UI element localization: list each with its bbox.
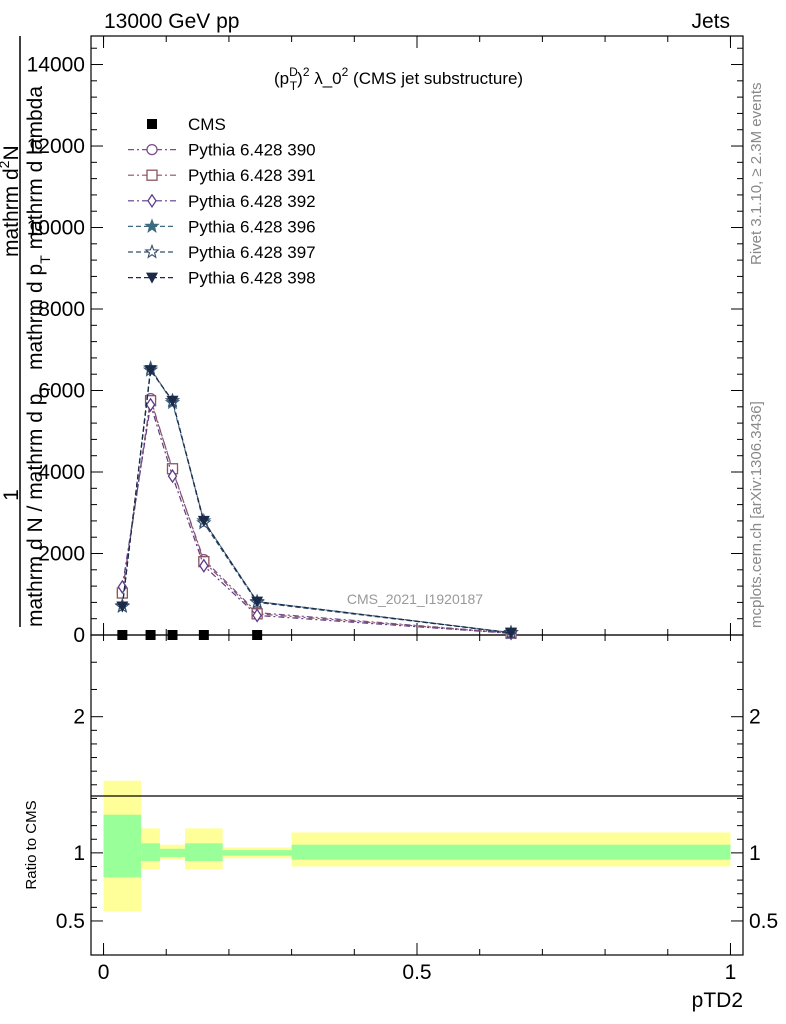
legend-marker-3 — [147, 193, 157, 208]
plot-title-sup-2b: 2 — [342, 65, 349, 79]
plot-title-rest: (CMS jet substructure) — [348, 69, 523, 88]
x-tick-label: 0 — [98, 961, 110, 984]
ratio-y-tick-label: 0.5 — [56, 910, 85, 933]
y-tick-label: 2000 — [38, 543, 85, 566]
legend-label-6: Pythia 6.428 398 — [188, 269, 316, 288]
y-label-numerator-dp: mathrm d p — [24, 264, 47, 370]
plot-title-sup-2: 2 — [303, 65, 310, 79]
y-tick-label: 6000 — [38, 380, 85, 403]
legend-label-2: Pythia 6.428 391 — [188, 166, 316, 185]
y-axis-label: 1 mathrm d N / mathrm d pT mathrm d2N ma… — [0, 36, 53, 627]
ratio-band-green-3 — [185, 843, 223, 862]
series-point-3 — [167, 468, 178, 484]
y-label-numerator-1: mathrm d2N — [0, 145, 23, 257]
y-tick-label: 4000 — [38, 461, 85, 484]
y-tick-label: 14000 — [27, 54, 85, 77]
cms-data-point — [117, 630, 128, 640]
series-point-6 — [144, 365, 157, 377]
side-label-bottom: mcplots.cern.ch [arXiv:1306.3436] — [748, 401, 765, 628]
header-right: Jets — [691, 10, 730, 33]
legend-marker-1 — [146, 143, 158, 156]
series-line-1 — [121, 398, 512, 634]
plot-title-p: (p — [274, 69, 289, 88]
ratio-y-tick-label-right: 1 — [749, 842, 761, 865]
y-label-denominator-sub: T — [37, 385, 53, 394]
ratio-band-green-1 — [141, 843, 160, 862]
y-label-numerator-sub: T — [37, 255, 53, 264]
ratio-y-tick-label: 1 — [73, 842, 85, 865]
series-point-3 — [252, 608, 262, 623]
legend-marker-2 — [146, 169, 158, 181]
x-tick-label: 1 — [725, 961, 737, 984]
axis-ticks: 0 2000 4000 6000 8000 10000 12000 14000 0 0.5 1 0.5… — [27, 36, 778, 984]
series-point-6 — [505, 627, 518, 639]
legend: CMS Pythia 6.428 390 Pythia 6.428 391 Pythi… — [128, 115, 316, 288]
ratio-y-axis-label: Ratio to CMS — [23, 800, 40, 889]
legend-label-5: Pythia 6.428 397 — [188, 243, 316, 262]
y-label-numerator-d: mathrm d — [0, 168, 23, 257]
y-tick-label: 10000 — [27, 217, 85, 240]
header-left: 13000 GeV pp — [104, 10, 239, 33]
y-label-numerator-lambda: mathrm d lambda — [24, 86, 47, 256]
y-tick-label: 8000 — [38, 298, 85, 321]
watermark: CMS_2021_I1920187 — [347, 591, 483, 607]
plot-title-close: ) — [297, 69, 303, 88]
y-label-one: 1 — [0, 489, 23, 501]
series-line-6 — [121, 368, 512, 634]
plot-title-sub-t: T — [290, 79, 298, 93]
ratio-band-green-0 — [103, 814, 142, 878]
x-axis-label: pTD2 — [692, 989, 743, 1012]
side-label-top: Rivet 3.1.10, ≥ 2.3M events — [748, 83, 765, 266]
y-label-numerator-sup: 2 — [0, 160, 12, 168]
ratio-y-tick-label-right: 0.5 — [749, 910, 778, 933]
y-label-denominator: mathrm d N / mathrm d pT — [24, 385, 53, 627]
series-point-6 — [251, 596, 264, 608]
ratio-y-tick-label-right: 2 — [749, 706, 761, 729]
ratio-band-green-4 — [222, 850, 292, 856]
series-group — [114, 359, 519, 641]
ratio-bands — [103, 780, 731, 912]
legend-label-1: Pythia 6.428 390 — [188, 141, 316, 160]
series-point-3 — [145, 397, 156, 412]
legend-marker-5 — [144, 243, 160, 259]
y-label-numerator-n: N — [0, 145, 23, 160]
y-tick-label: 12000 — [27, 135, 85, 158]
y-label-numerator-2: mathrm d pT mathrm d lambda — [24, 86, 53, 370]
legend-label-4: Pythia 6.428 396 — [188, 217, 316, 236]
legend-marker-4 — [144, 218, 160, 233]
series-point-3 — [199, 558, 209, 573]
plot-title-sup-d: D — [289, 65, 298, 79]
x-tick-label: 0.5 — [402, 961, 431, 984]
ratio-y-tick-label: 2 — [73, 706, 85, 729]
cms-data-point — [145, 630, 156, 640]
legend-marker-0 — [147, 119, 157, 129]
series-point-6 — [116, 601, 129, 613]
series-line-2 — [121, 400, 512, 634]
y-tick-label: 0 — [73, 624, 85, 647]
legend-label-0: CMS — [188, 115, 226, 134]
series-point-6 — [166, 395, 179, 407]
ratio-plot-frame — [90, 634, 744, 956]
y-label-denominator-text: mathrm d N / mathrm d p — [24, 394, 47, 627]
ratio-band-green-5 — [291, 844, 731, 860]
legend-label-3: Pythia 6.428 392 — [188, 192, 316, 211]
cms-data-point — [252, 630, 263, 640]
legend-marker-6 — [146, 272, 158, 284]
ratio-band-green-2 — [159, 848, 186, 857]
plot-title-lambda: λ_0 — [310, 69, 342, 88]
cms-data-point — [167, 630, 178, 640]
plot-title: (pD T)2 λ_02 (CMS jet substructure) — [274, 65, 523, 93]
series-point-6 — [197, 515, 210, 527]
cms-data-point — [198, 630, 209, 640]
